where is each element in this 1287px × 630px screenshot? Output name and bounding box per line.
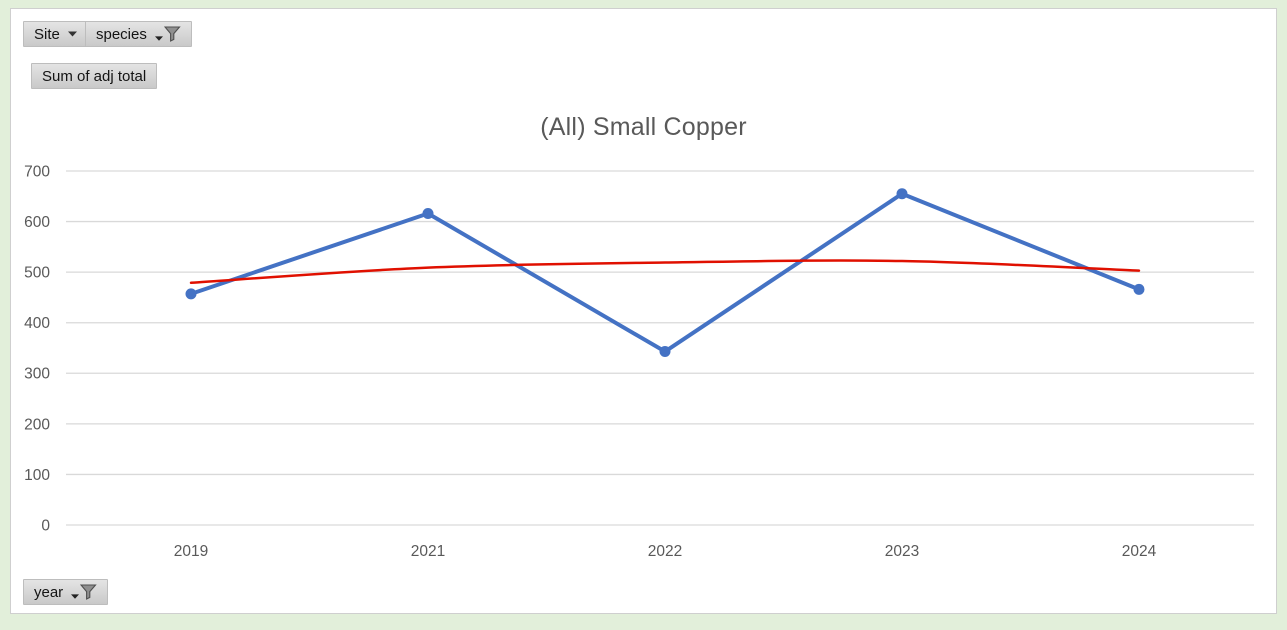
values-field-label: Sum of adj total <box>42 67 147 85</box>
site-field-button[interactable]: Site <box>23 21 88 47</box>
y-tick-label: 300 <box>24 366 50 383</box>
y-tick-label: 600 <box>24 214 50 231</box>
year-field-button[interactable]: year <box>23 579 109 605</box>
chevron-down-icon <box>71 594 80 599</box>
year-filter-icons <box>71 584 97 600</box>
data-point-marker <box>185 288 197 300</box>
y-tick-label: 200 <box>24 416 50 433</box>
series-trendline <box>189 259 1141 285</box>
x-tick-label: 2023 <box>885 543 919 560</box>
y-tick-label: 700 <box>24 163 50 180</box>
species-field-button[interactable]: species <box>85 21 192 47</box>
chevron-down-icon <box>154 36 163 41</box>
data-point-marker <box>422 207 434 219</box>
year-field-label: year <box>34 583 64 601</box>
chart-sheet: Site species Sum of adj total (All) Smal… <box>10 8 1277 614</box>
x-tick-label: 2022 <box>648 543 682 560</box>
y-tick-label: 400 <box>24 315 50 332</box>
data-point-marker <box>1133 283 1145 295</box>
species-field-label: species <box>96 25 147 43</box>
y-tick-label: 500 <box>24 265 50 282</box>
filter-funnel-icon <box>80 584 97 600</box>
data-point-marker <box>896 188 908 200</box>
filter-funnel-icon <box>163 26 181 42</box>
species-filter-icons <box>154 26 181 42</box>
data-point-marker <box>659 346 671 358</box>
y-tick-label: 100 <box>24 467 50 484</box>
x-tick-label: 2019 <box>174 543 208 560</box>
values-field-button[interactable]: Sum of adj total <box>31 63 158 89</box>
chart-svg: 0 100 200 300 400 500 600 700 2019 2021 2022 2023 20… <box>24 163 1254 560</box>
chart-title: (All) Small Copper <box>540 113 747 141</box>
y-tick-label: 0 <box>41 517 50 534</box>
x-tick-label: 2024 <box>1122 543 1157 560</box>
chevron-down-icon <box>67 31 77 37</box>
x-tick-label: 2021 <box>411 543 445 560</box>
site-field-label: Site <box>34 25 60 43</box>
